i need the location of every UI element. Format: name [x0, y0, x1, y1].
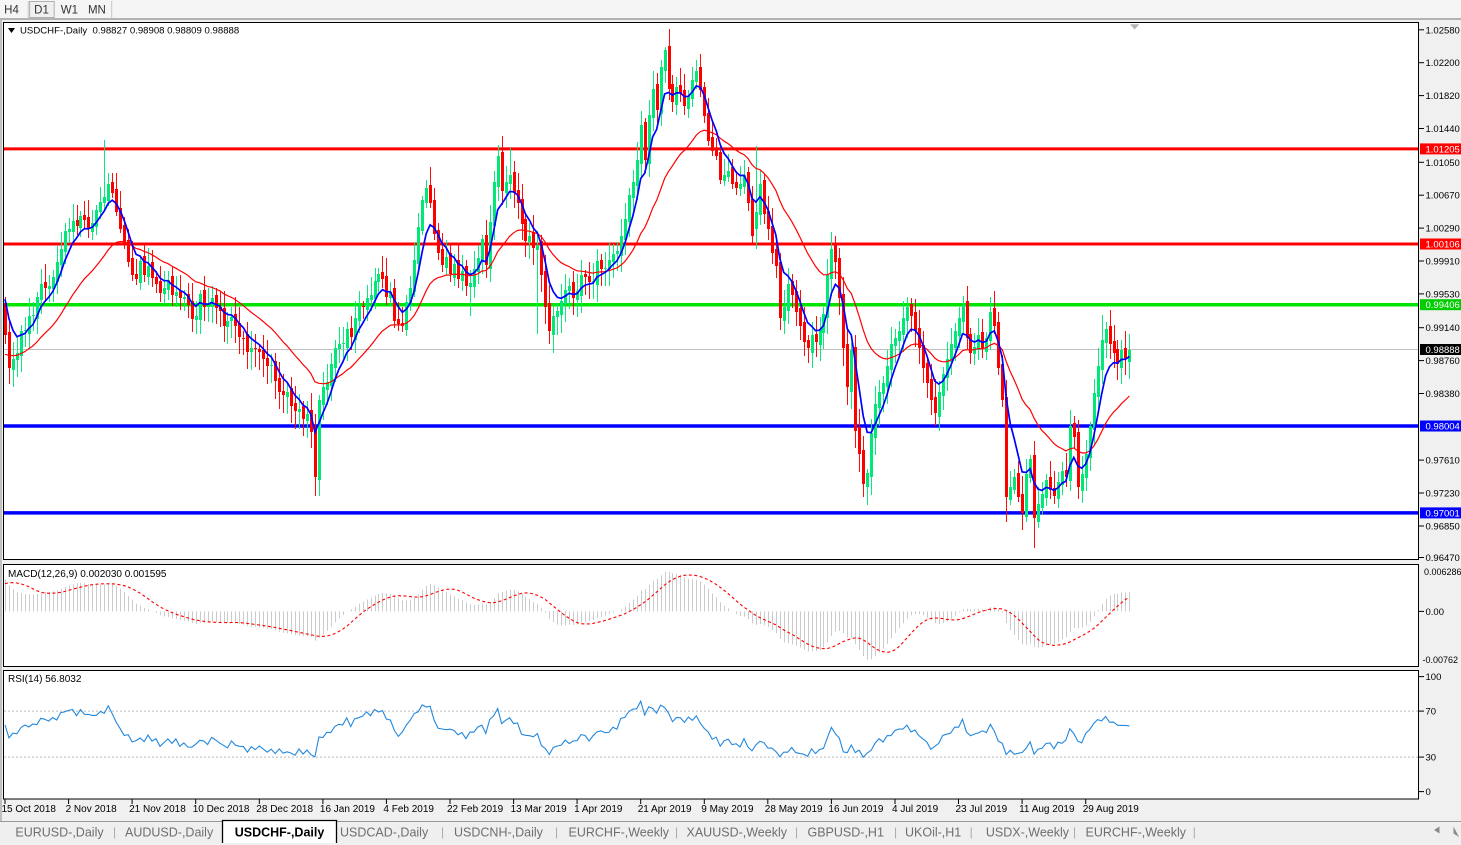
svg-text:USDCHF-,Daily 0.98827 0.98908: USDCHF-,Daily 0.98827 0.98908 0.98809 0.…: [20, 26, 239, 37]
svg-text:AUDUSD-,Daily: AUDUSD-,Daily: [125, 826, 214, 840]
svg-text:0.96850: 0.96850: [1426, 522, 1460, 533]
svg-text:28 Dec 2018: 28 Dec 2018: [256, 804, 313, 815]
svg-text:UKOil-,H1: UKOil-,H1: [905, 826, 961, 840]
svg-text:|: |: [1193, 825, 1196, 839]
svg-text:1.00670: 1.00670: [1426, 191, 1460, 202]
svg-text:|: |: [970, 825, 973, 839]
svg-text:|: |: [441, 825, 444, 839]
svg-text:EURCHF-,Weekly: EURCHF-,Weekly: [1086, 826, 1187, 840]
svg-text:0.99910: 0.99910: [1426, 257, 1460, 268]
svg-text:0: 0: [1426, 787, 1431, 798]
svg-text:0.98380: 0.98380: [1426, 389, 1460, 400]
svg-text:16 Jan 2019: 16 Jan 2019: [320, 804, 375, 815]
svg-text:10 Dec 2018: 10 Dec 2018: [193, 804, 250, 815]
svg-text:USDCAD-,Daily: USDCAD-,Daily: [340, 826, 429, 840]
svg-text:4 Feb 2019: 4 Feb 2019: [383, 804, 434, 815]
svg-text:0.98760: 0.98760: [1426, 356, 1460, 367]
svg-text:1.00290: 1.00290: [1426, 224, 1460, 235]
svg-text:USDCNH-,Daily: USDCNH-,Daily: [454, 826, 544, 840]
svg-text:0.98888: 0.98888: [1426, 345, 1460, 356]
svg-text:D1: D1: [34, 5, 49, 17]
svg-text:W1: W1: [61, 5, 78, 17]
svg-text:0.99530: 0.99530: [1426, 289, 1460, 300]
svg-text:MN: MN: [88, 5, 106, 17]
svg-text:29 Aug 2019: 29 Aug 2019: [1083, 804, 1140, 815]
svg-text:15 Oct 2018: 15 Oct 2018: [2, 804, 57, 815]
svg-text:EURCHF-,Weekly: EURCHF-,Weekly: [569, 826, 670, 840]
svg-text:GBPUSD-,H1: GBPUSD-,H1: [808, 826, 884, 840]
svg-text:0.006286: 0.006286: [1424, 567, 1461, 577]
svg-text:23 Jul 2019: 23 Jul 2019: [956, 804, 1008, 815]
svg-text:MACD(12,26,9) 0.002030 0.00159: MACD(12,26,9) 0.002030 0.001595: [8, 569, 167, 580]
svg-text:RSI(14) 56.8032: RSI(14) 56.8032: [8, 674, 82, 685]
svg-text:1.02200: 1.02200: [1426, 58, 1460, 69]
svg-text:0.97610: 0.97610: [1426, 456, 1460, 467]
svg-text:28 May 2019: 28 May 2019: [765, 804, 823, 815]
svg-text:13 Mar 2019: 13 Mar 2019: [511, 804, 568, 815]
svg-text:|: |: [113, 825, 116, 839]
svg-text:2 Nov 2018: 2 Nov 2018: [66, 804, 118, 815]
svg-text:0.97001: 0.97001: [1426, 508, 1460, 519]
svg-text:|: |: [1073, 825, 1076, 839]
svg-text:1 Apr 2019: 1 Apr 2019: [574, 804, 623, 815]
svg-text:70: 70: [1426, 707, 1437, 718]
svg-text:|: |: [675, 825, 678, 839]
svg-text:21 Apr 2019: 21 Apr 2019: [638, 804, 692, 815]
svg-text:0.00: 0.00: [1426, 607, 1445, 618]
svg-text:0.97230: 0.97230: [1426, 489, 1460, 500]
svg-text:1.01205: 1.01205: [1426, 144, 1460, 155]
svg-text:1.01440: 1.01440: [1426, 124, 1460, 135]
svg-text:H4: H4: [4, 5, 19, 17]
svg-text:0.96470: 0.96470: [1426, 553, 1460, 564]
svg-text:1.00106: 1.00106: [1426, 240, 1460, 251]
svg-text:0.99140: 0.99140: [1426, 323, 1460, 334]
svg-text:1.02580: 1.02580: [1426, 25, 1460, 36]
svg-text:22 Feb 2019: 22 Feb 2019: [447, 804, 504, 815]
svg-text:|: |: [795, 825, 798, 839]
svg-text:USDCHF-,Daily: USDCHF-,Daily: [235, 826, 325, 840]
svg-text:|: |: [555, 825, 558, 839]
svg-text:21 Nov 2018: 21 Nov 2018: [129, 804, 186, 815]
svg-text:EURUSD-,Daily: EURUSD-,Daily: [15, 826, 104, 840]
svg-text:-0.00762: -0.00762: [1423, 655, 1459, 665]
svg-text:1.01050: 1.01050: [1426, 158, 1460, 169]
svg-text:0.99406: 0.99406: [1426, 300, 1460, 311]
svg-text:XAUUSD-,Weekly: XAUUSD-,Weekly: [687, 826, 788, 840]
svg-text:0.98004: 0.98004: [1426, 422, 1460, 433]
svg-text:100: 100: [1426, 672, 1442, 683]
svg-text:|: |: [894, 825, 897, 839]
svg-text:USDX-,Weekly: USDX-,Weekly: [986, 826, 1070, 840]
svg-text:11 Aug 2019: 11 Aug 2019: [1019, 804, 1075, 815]
svg-text:9 May 2019: 9 May 2019: [701, 804, 754, 815]
svg-text:16 Jun 2019: 16 Jun 2019: [828, 804, 883, 815]
svg-text:30: 30: [1426, 753, 1437, 764]
svg-text:1.01820: 1.01820: [1426, 91, 1460, 102]
svg-text:4 Jul 2019: 4 Jul 2019: [892, 804, 939, 815]
